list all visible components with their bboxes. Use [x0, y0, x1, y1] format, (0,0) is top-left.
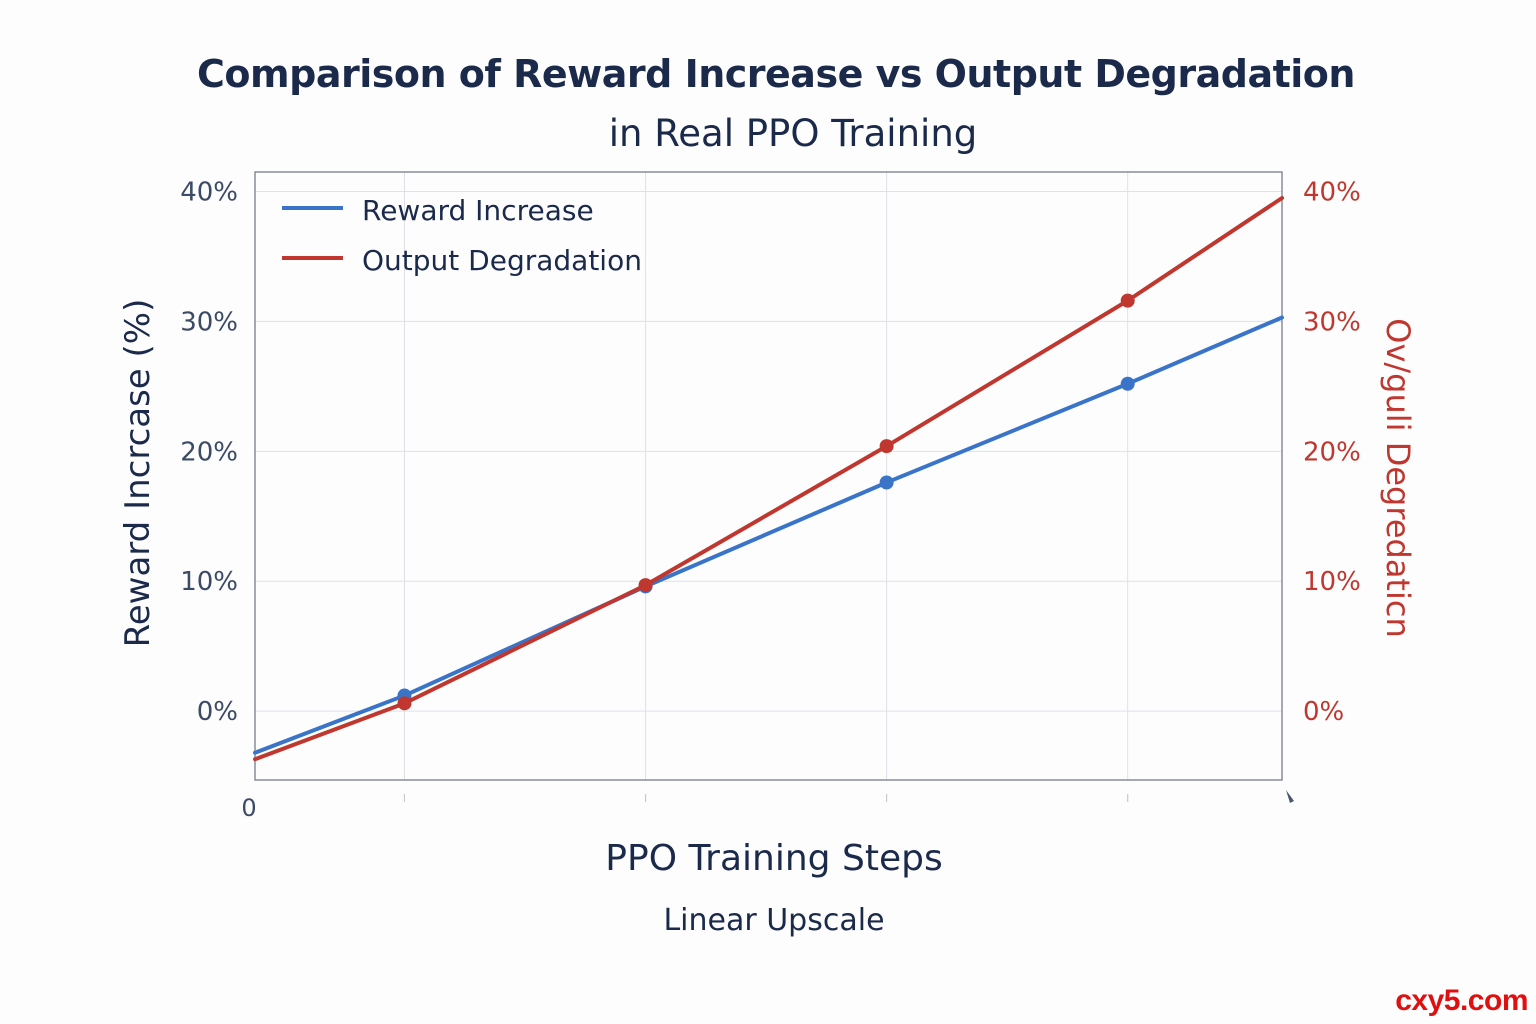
x-axis-arrow-icon: [1286, 790, 1294, 803]
x-axis-sublabel: Linear Upscale: [663, 903, 884, 938]
data-point-0: [879, 475, 894, 490]
data-point-1: [397, 696, 412, 711]
y-tick-label-left: 0%: [197, 697, 238, 727]
plot-frame: [254, 171, 1283, 781]
data-point-1: [879, 439, 894, 454]
chart-title: Comparison of Reward Increase vs Output …: [197, 52, 1355, 96]
data-point-1: [638, 578, 653, 593]
y-tick-label-left: 20%: [180, 437, 238, 467]
legend: Reward Increase Output Degradation: [282, 194, 642, 277]
series-line-0: [253, 315, 1284, 755]
x-ticks: [403, 794, 1129, 802]
chart-subtitle: in Real PPO Training: [608, 112, 978, 155]
y-ticks-left: 0% 10% 20% 30% 40%: [180, 177, 238, 727]
y-ticks-right: 0% 10% 20% 30% 40%: [1303, 177, 1361, 727]
series-layer: [253, 195, 1284, 762]
y-axis-label-left: Reward Incrcase (%): [118, 299, 158, 648]
x-axis-label: PPO Training Steps: [605, 838, 942, 879]
y-axis-label-right: Ov/guli Degredaticn: [1379, 318, 1417, 637]
y-tick-label-left: 30%: [180, 307, 238, 337]
data-point-1: [1120, 293, 1135, 308]
legend-label-degradation: Output Degradation: [362, 244, 642, 277]
watermark-text: cxy5.com: [1395, 984, 1528, 1017]
y-tick-label-right: 10%: [1303, 567, 1361, 597]
y-tick-label-left: 40%: [180, 177, 238, 207]
y-tick-label-right: 30%: [1303, 307, 1361, 337]
y-tick-label-right: 40%: [1303, 177, 1361, 207]
y-tick-label-right: 20%: [1303, 437, 1361, 467]
x-tick-label: 0: [241, 794, 256, 822]
data-point-0: [1120, 376, 1135, 391]
series-line-1: [253, 195, 1284, 762]
legend-label-reward: Reward Increase: [362, 194, 594, 227]
y-tick-label-left: 10%: [180, 567, 238, 597]
y-tick-label-right: 0%: [1303, 697, 1344, 727]
